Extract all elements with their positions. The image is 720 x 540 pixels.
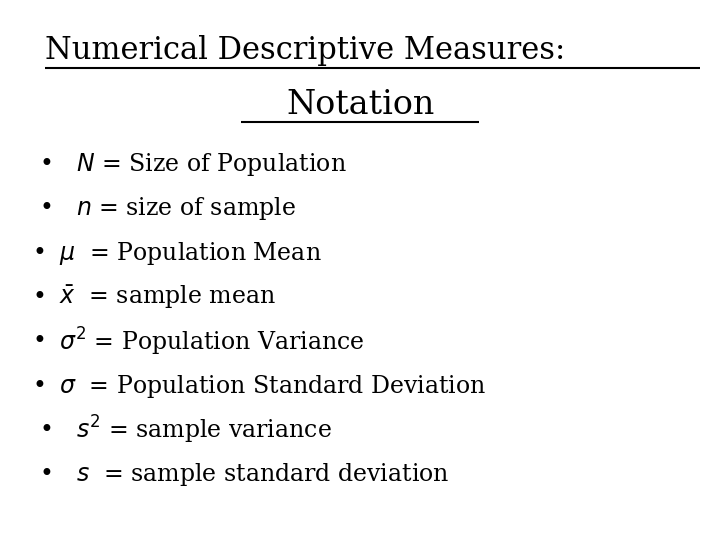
Text: $s^2$ = sample variance: $s^2$ = sample variance (76, 414, 331, 447)
Text: •: • (32, 375, 47, 397)
Text: Numerical Descriptive Measures:: Numerical Descriptive Measures: (45, 35, 566, 66)
Text: $n$ = size of sample: $n$ = size of sample (76, 195, 295, 222)
Text: $\sigma$  = Population Standard Deviation: $\sigma$ = Population Standard Deviation (59, 373, 486, 400)
Text: •: • (40, 198, 54, 220)
Text: Notation: Notation (286, 89, 434, 121)
Text: •: • (40, 463, 54, 486)
Text: •: • (32, 286, 47, 309)
Text: •: • (32, 242, 47, 265)
Text: $s$  = sample standard deviation: $s$ = sample standard deviation (76, 461, 449, 488)
Text: •: • (32, 330, 47, 353)
Text: $N$ = Size of Population: $N$ = Size of Population (76, 151, 346, 178)
Text: •: • (40, 419, 54, 442)
Text: $\bar{x}$  = sample mean: $\bar{x}$ = sample mean (59, 284, 276, 312)
Text: •: • (40, 153, 54, 176)
Text: $\sigma^2$ = Population Variance: $\sigma^2$ = Population Variance (59, 326, 364, 358)
Text: $\mu$  = Population Mean: $\mu$ = Population Mean (59, 240, 322, 267)
